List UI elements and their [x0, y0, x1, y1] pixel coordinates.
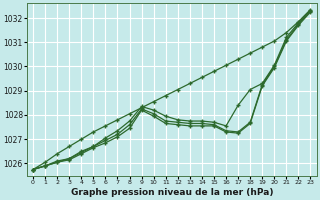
X-axis label: Graphe pression niveau de la mer (hPa): Graphe pression niveau de la mer (hPa) [70, 188, 273, 197]
